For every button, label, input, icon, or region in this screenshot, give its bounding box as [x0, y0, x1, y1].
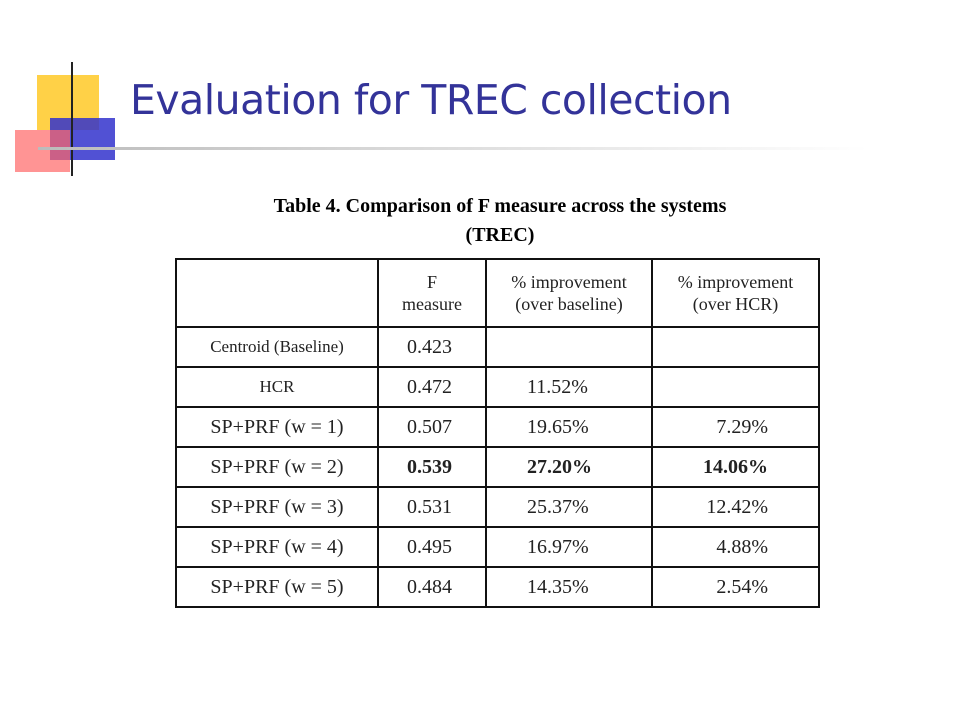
table-cell: SP+PRF (w = 3) [175, 486, 379, 528]
table-cell: 0.472 [377, 366, 487, 408]
table-caption: Table 4. Comparison of F measure across … [175, 192, 825, 250]
table-row: SP+PRF (w = 2) 0.539 27.20% 14.06% [175, 446, 820, 488]
caption-line: Table 4. Comparison of F measure across … [273, 195, 727, 217]
table-row: SP+PRF (w = 3) 0.531 25.37% 12.42% [175, 486, 820, 528]
table-cell: 12.42% [651, 486, 820, 528]
caption-line: (TREC) [465, 224, 535, 246]
table-cell: SP+PRF (w = 1) [175, 406, 379, 448]
header-line: measure [402, 294, 462, 314]
table-cell: 27.20% [485, 446, 653, 488]
table-cell: 25.37% [485, 486, 653, 528]
table-cell [485, 326, 653, 368]
table-row: HCR 0.472 11.52% [175, 366, 820, 408]
table-cell: 2.54% [651, 566, 820, 608]
table-row: SP+PRF (w = 1) 0.507 19.65% 7.29% [175, 406, 820, 448]
table-cell: 0.507 [377, 406, 487, 448]
header-line: (over HCR) [692, 294, 779, 314]
table-cell: 0.495 [377, 526, 487, 568]
horizontal-rule [38, 147, 868, 150]
table-cell: SP+PRF (w = 4) [175, 526, 379, 568]
header-cell: % improvement (over baseline) [485, 258, 653, 328]
table-cell: Centroid (Baseline) [175, 326, 379, 368]
table-cell: 19.65% [485, 406, 653, 448]
slide-title: Evaluation for TREC collection [130, 76, 732, 124]
table-cell: HCR [175, 366, 379, 408]
header-line: % improvement [511, 272, 627, 292]
table-cell: 0.484 [377, 566, 487, 608]
table-cell: 14.06% [651, 446, 820, 488]
table-cell: SP+PRF (w = 2) [175, 446, 379, 488]
table-cell: 14.35% [485, 566, 653, 608]
header-cell: % improvement (over HCR) [651, 258, 820, 328]
table-row: SP+PRF (w = 4) 0.495 16.97% 4.88% [175, 526, 820, 568]
header-line: % improvement [677, 272, 794, 292]
table-cell: 11.52% [485, 366, 653, 408]
table-cell: 0.423 [377, 326, 487, 368]
red-square [15, 130, 70, 172]
header-line: F [426, 272, 437, 292]
table-cell: 16.97% [485, 526, 653, 568]
table-row: SP+PRF (w = 5) 0.484 14.35% 2.54% [175, 566, 820, 608]
header-line: (over baseline) [515, 294, 623, 314]
table-row: Centroid (Baseline) 0.423 [175, 326, 820, 368]
table-cell: 0.539 [377, 446, 487, 488]
table-cell: 7.29% [651, 406, 820, 448]
header-cell [175, 258, 379, 328]
table-cell: 4.88% [651, 526, 820, 568]
table-cell [651, 326, 820, 368]
table-cell: 0.531 [377, 486, 487, 528]
table-cell [651, 366, 820, 408]
table-cell: SP+PRF (w = 5) [175, 566, 379, 608]
